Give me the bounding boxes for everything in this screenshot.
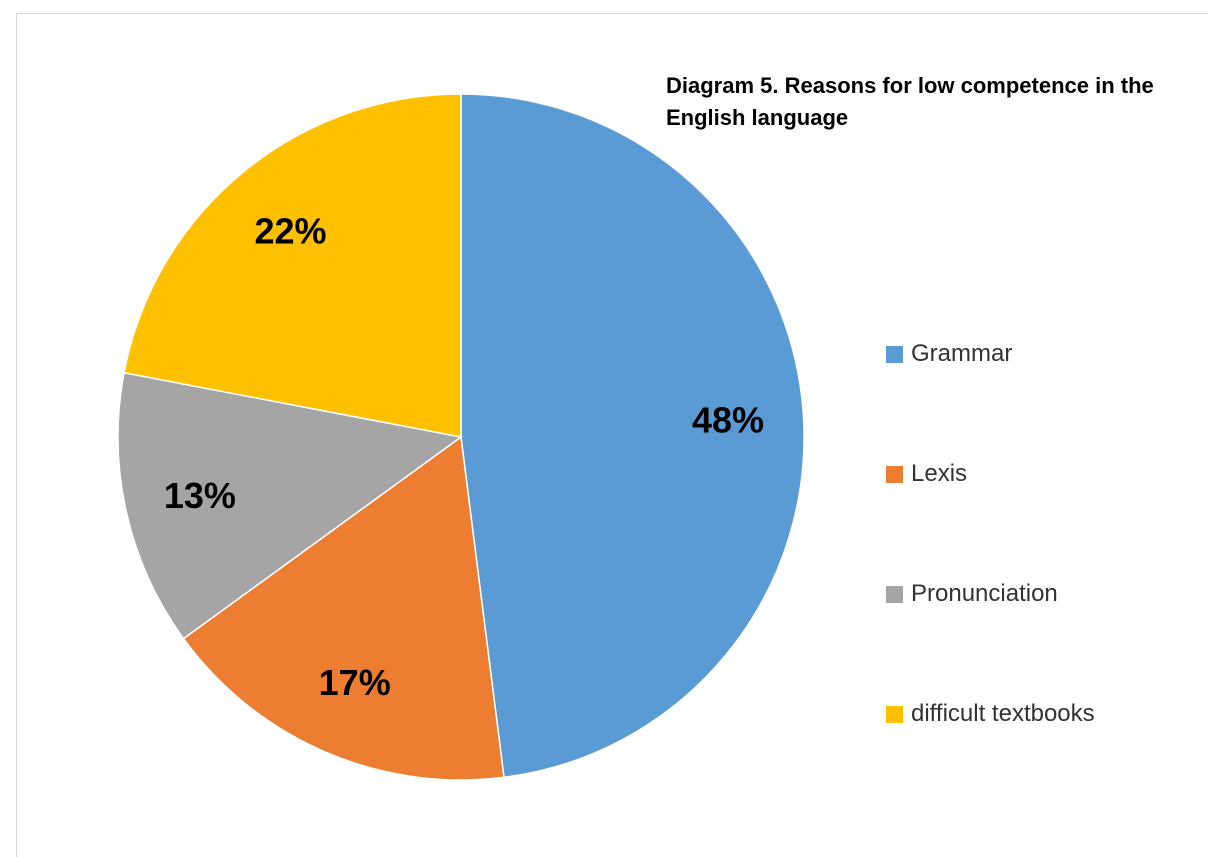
legend-item-grammar[interactable]: Grammar — [886, 332, 1095, 376]
pie-slice-grammar[interactable] — [460, 93, 805, 779]
legend-swatch-difficult-textbooks — [886, 705, 903, 723]
data-label-pronunciation: 13% — [164, 475, 236, 516]
legend-item-pronunciation[interactable]: Pronunciation — [886, 572, 1095, 616]
pie-slice-pronunciation[interactable] — [117, 371, 463, 640]
data-label-grammar: 48% — [692, 400, 764, 441]
legend-label-lexis: Lexis — [911, 460, 968, 487]
legend-swatch-lexis — [886, 465, 903, 483]
pie-slices — [117, 93, 805, 781]
legend-item-difficult-textbooks[interactable]: difficult textbooks — [886, 692, 1095, 736]
pie-slice-difficult-textbooks[interactable] — [123, 93, 462, 438]
legend-label-grammar: Grammar — [911, 340, 1013, 367]
legend-swatch-pronunciation — [886, 585, 903, 603]
pie-data-labels: 48% 17% 13% 22% — [164, 210, 764, 703]
pie-slice-lexis[interactable] — [182, 435, 505, 781]
legend-item-lexis[interactable]: Lexis — [886, 452, 1095, 496]
data-label-lexis: 17% — [319, 662, 391, 703]
data-label-difficult-textbooks: 22% — [254, 210, 326, 251]
legend-swatch-grammar — [886, 345, 903, 363]
legend: Grammar Lexis Pronunciation difficult te… — [886, 332, 1095, 812]
chart-title: Diagram 5. Reasons for low competence in… — [666, 73, 1154, 130]
legend-label-difficult-textbooks: difficult textbooks — [911, 700, 1095, 727]
legend-label-pronunciation: Pronunciation — [911, 580, 1058, 607]
